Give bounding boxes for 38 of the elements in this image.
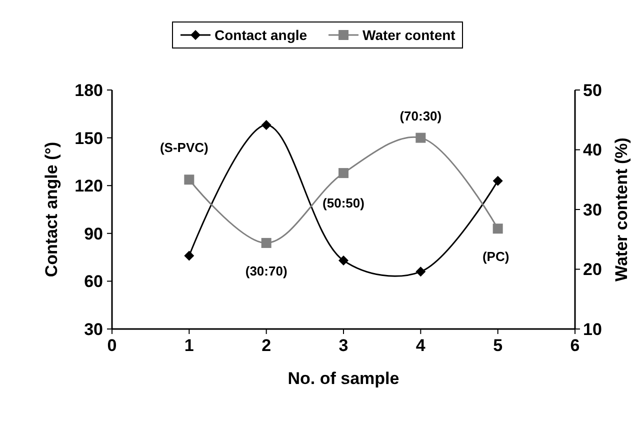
- y-tick-label: 90: [84, 224, 103, 244]
- x-tick-label: 4: [416, 336, 426, 355]
- point: [261, 238, 272, 248]
- x-tick-label: 6: [570, 336, 580, 355]
- legend-label: Water content: [362, 26, 456, 43]
- x-tick-label: 5: [493, 336, 503, 355]
- annotation: (S-PVC): [160, 140, 208, 156]
- x-tick-label: 2: [262, 336, 272, 355]
- y-tick-label: 150: [74, 128, 103, 148]
- point: [492, 176, 503, 186]
- y2-tick-label: 10: [583, 320, 602, 339]
- y-tick-label: 180: [74, 80, 103, 100]
- y2-tick-label: 30: [583, 200, 602, 220]
- annotation: (70:30): [400, 108, 442, 124]
- point: [416, 266, 426, 277]
- annotation: (50:50): [322, 196, 364, 211]
- point: [184, 174, 194, 185]
- y-tick-label: 30: [84, 320, 103, 339]
- y2-tick-label: 50: [583, 80, 602, 100]
- x-tick-label: 3: [338, 336, 348, 355]
- y-axis-title: Contact angle (°): [42, 142, 61, 278]
- point: [338, 255, 348, 266]
- y2-tick-label: 40: [583, 140, 602, 160]
- point: [338, 168, 348, 178]
- annotation: (30:70): [245, 264, 288, 279]
- y-tick-label: 120: [74, 176, 103, 196]
- x-axis-title: No. of sample: [288, 369, 400, 388]
- point: [492, 224, 503, 234]
- y2-tick-label: 20: [583, 260, 602, 280]
- point: [416, 132, 426, 143]
- legend-label: Contact angle: [214, 26, 308, 43]
- y2-axis-title: Water content (%): [612, 138, 631, 282]
- y-tick-label: 60: [84, 272, 103, 292]
- point: [261, 120, 272, 130]
- annotation: (PC): [482, 249, 510, 264]
- point: [184, 250, 194, 261]
- x-tick-label: 1: [184, 336, 194, 355]
- x-tick-label: 0: [107, 336, 117, 355]
